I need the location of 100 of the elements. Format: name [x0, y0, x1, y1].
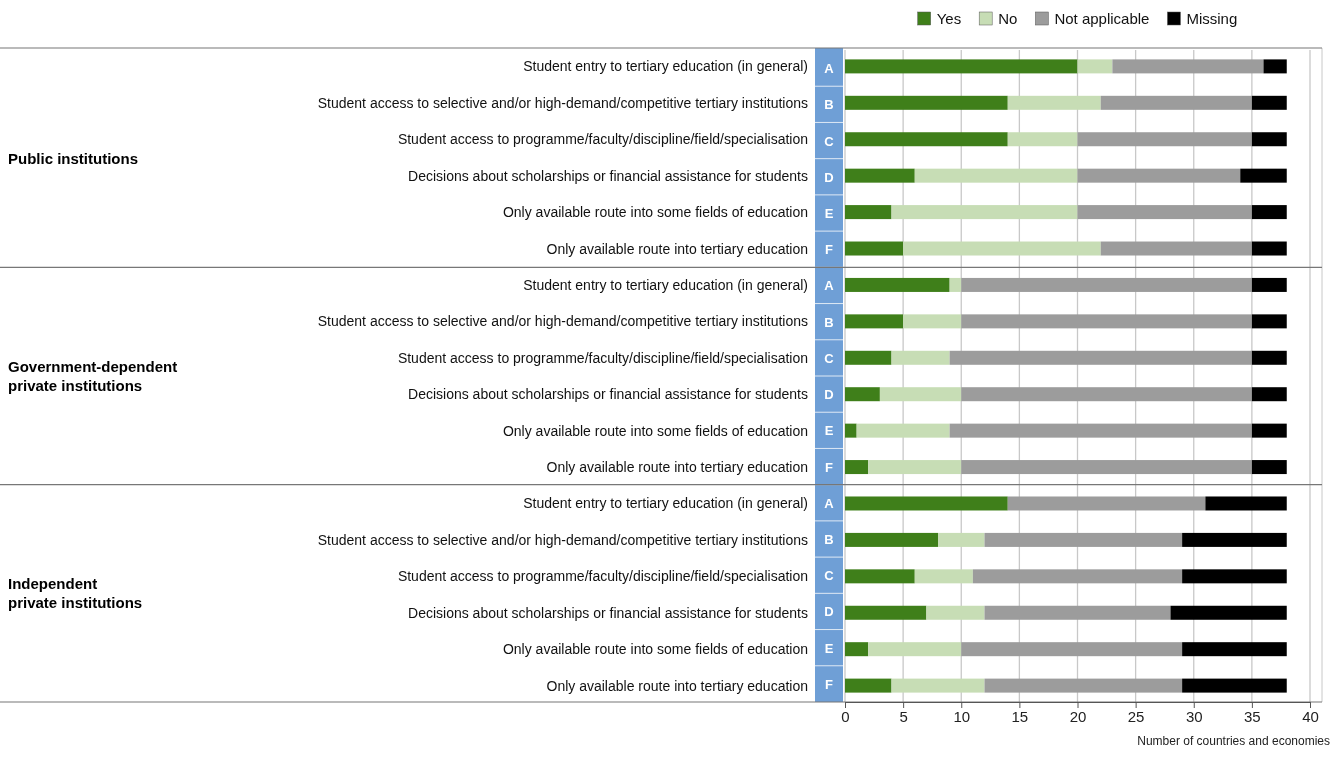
bar: [845, 241, 904, 256]
bar: [1007, 95, 1101, 110]
bar: [845, 678, 892, 693]
bar: [891, 205, 1078, 220]
text: Independent private institutions: [8, 574, 143, 611]
y-tick-label: Only available route into some fields of education: [502, 641, 808, 658]
bar: [961, 642, 1183, 657]
bar: [1251, 314, 1287, 329]
bar: [1170, 605, 1287, 620]
bar: [1100, 95, 1252, 110]
text: A: [824, 495, 835, 511]
bar: [1240, 168, 1287, 183]
bar: [1263, 59, 1287, 74]
bar: [984, 678, 1183, 693]
bar: [1077, 205, 1252, 220]
bar: [938, 532, 985, 547]
bar: [845, 496, 1008, 511]
bar: [845, 132, 1008, 147]
x-tick-label: 5: [899, 707, 908, 725]
x-tick-label: 35: [1244, 707, 1261, 725]
x-tick-label: 40: [1302, 707, 1319, 725]
y-tick-label: Decisions about scholarships or financial assistance for students: [408, 604, 808, 621]
bar: [845, 314, 904, 329]
bar: [1007, 496, 1206, 511]
text: D: [824, 387, 834, 403]
text: F: [825, 242, 834, 258]
bar: [1251, 423, 1287, 438]
text: C: [824, 350, 835, 366]
text: Public institutions: [8, 149, 138, 167]
bar: [845, 350, 892, 365]
bar: [961, 387, 1252, 402]
bar: [1112, 59, 1264, 74]
text: A: [824, 61, 835, 77]
bar: [972, 569, 1183, 584]
bar: [1251, 460, 1287, 475]
y-tick-label: Only available route into some fields of education: [502, 422, 808, 439]
text: B: [824, 97, 834, 113]
legend-label: Not applicable: [1054, 10, 1150, 27]
bar: [845, 205, 892, 220]
bar: [961, 277, 1252, 292]
bar: [1251, 95, 1287, 110]
y-tick-label: Student access to programme/faculty/discipline/field/specialisation: [397, 568, 808, 585]
y-tick-label: Only available route into tertiary education: [546, 240, 808, 257]
legend-label: Missing: [1186, 10, 1238, 27]
text: F: [825, 459, 834, 475]
y-tick-label: Student entry to tertiary education (in general): [523, 276, 808, 293]
bar: [914, 168, 1078, 183]
x-tick-label: 30: [1185, 707, 1203, 725]
y-tick-label: Student access to programme/faculty/discipline/field/specialisation: [397, 349, 808, 366]
bar: [1182, 532, 1287, 547]
x-tick-label: 15: [1011, 707, 1029, 725]
bar: [1182, 678, 1287, 693]
bar: [1007, 132, 1078, 147]
bar: [903, 241, 1101, 256]
y-tick-label: Student access to programme/faculty/discipline/field/specialisation: [397, 131, 808, 148]
bar: [1077, 132, 1252, 147]
text: E: [824, 423, 834, 439]
y-tick-label: Student access to selective and/or high-demand/competitive tertiary institutions: [317, 94, 808, 111]
text: Government-dependent private institutions: [8, 357, 178, 394]
bar: [868, 460, 962, 475]
x-tick-label: 0: [841, 707, 850, 725]
bar: [926, 605, 985, 620]
y-tick-label: Student access to selective and/or high-demand/competitive tertiary institutions: [317, 531, 808, 548]
y-tick-label: Only available route into some fields of education: [502, 204, 808, 221]
bar: [845, 460, 869, 475]
bar: [1251, 350, 1287, 365]
bar: [868, 642, 962, 657]
text: E: [824, 640, 834, 656]
y-tick-label: Only available route into tertiary education: [546, 677, 808, 694]
bar: [845, 95, 1008, 110]
text: C: [824, 133, 835, 149]
bar: [845, 168, 915, 183]
legend-label: No: [998, 10, 1018, 27]
y-tick-label: Decisions about scholarships or financial assistance for students: [408, 386, 808, 403]
text: E: [824, 206, 834, 221]
text: B: [824, 532, 834, 547]
bar: [845, 642, 869, 657]
bar: [891, 678, 985, 693]
bar: [914, 569, 973, 584]
bar: [845, 569, 915, 584]
bar: [984, 532, 1183, 547]
bar: [903, 314, 962, 329]
bar: [845, 605, 927, 620]
legend-label: Yes: [936, 10, 962, 27]
text: D: [824, 169, 834, 185]
bar: [891, 350, 950, 365]
text: A: [824, 278, 835, 294]
bar: [1251, 277, 1287, 292]
bar: [961, 314, 1252, 329]
bar: [1077, 59, 1113, 74]
bar: [1251, 241, 1287, 256]
text: B: [824, 314, 834, 330]
bar: [1182, 642, 1287, 657]
bar: [1251, 387, 1287, 402]
bar: [1251, 205, 1287, 220]
x-tick-label: 25: [1127, 707, 1145, 725]
bar: [949, 350, 1252, 365]
y-tick-label: Student access to selective and/or high-demand/competitive tertiary institutions: [317, 313, 808, 330]
y-tick-label: Decisions about scholarships or financial assistance for students: [408, 167, 808, 184]
bar: [856, 423, 950, 438]
